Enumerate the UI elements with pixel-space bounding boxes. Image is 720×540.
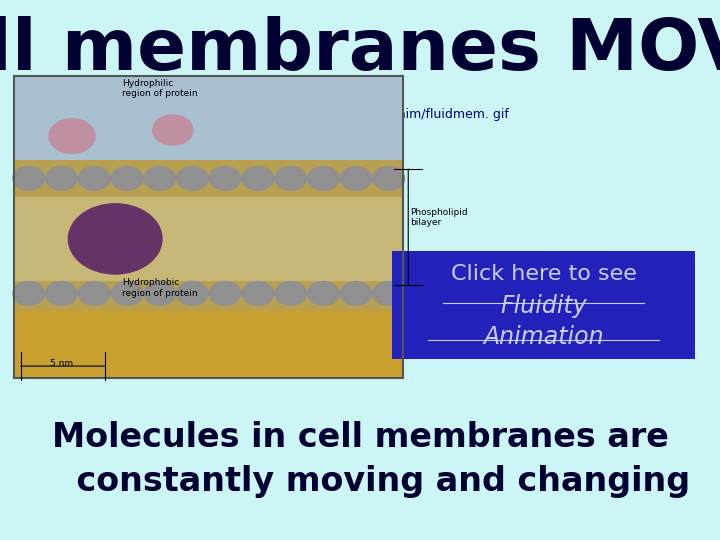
Bar — [14, 312, 403, 378]
Circle shape — [242, 166, 274, 190]
Circle shape — [307, 166, 339, 190]
Circle shape — [210, 281, 241, 305]
Circle shape — [341, 166, 372, 190]
Circle shape — [341, 281, 372, 305]
Bar — [14, 197, 403, 281]
Text: Molecules in cell membranes are
    constantly moving and changing: Molecules in cell membranes are constant… — [30, 421, 690, 497]
Circle shape — [373, 281, 405, 305]
Circle shape — [45, 166, 77, 190]
Text: 5 nm: 5 nm — [50, 359, 73, 368]
Bar — [14, 76, 403, 378]
Text: Cell membranes MOVE!: Cell membranes MOVE! — [0, 16, 720, 85]
Text: Hydrophobic
region of protein: Hydrophobic region of protein — [122, 278, 198, 298]
Text: Hydrophilic
region of protein: Hydrophilic region of protein — [122, 79, 198, 98]
Circle shape — [275, 166, 307, 190]
Circle shape — [49, 119, 95, 153]
Bar — [392, 251, 695, 359]
Circle shape — [176, 281, 208, 305]
Bar — [14, 160, 403, 197]
Circle shape — [78, 281, 110, 305]
Text: Click here to see: Click here to see — [451, 264, 636, 284]
Circle shape — [13, 166, 45, 190]
Circle shape — [210, 166, 241, 190]
Circle shape — [144, 166, 176, 190]
Circle shape — [275, 281, 307, 305]
Text: Animation: Animation — [483, 325, 604, 348]
Circle shape — [78, 166, 110, 190]
Circle shape — [45, 281, 77, 305]
Circle shape — [68, 204, 162, 274]
Circle shape — [373, 166, 405, 190]
Circle shape — [176, 166, 208, 190]
Circle shape — [307, 281, 339, 305]
Bar — [14, 76, 403, 160]
Circle shape — [144, 281, 176, 305]
Circle shape — [242, 281, 274, 305]
Text: Phospholipid
bilayer: Phospholipid bilayer — [410, 208, 468, 227]
Bar — [14, 76, 403, 378]
Circle shape — [153, 115, 193, 145]
Circle shape — [13, 281, 45, 305]
Circle shape — [111, 166, 143, 190]
Bar — [14, 281, 403, 312]
Text: Fluidity: Fluidity — [500, 294, 587, 318]
Text: Animation from: http: //www. sp. uconn. edu/~terry/images/anim/fluidmem. gif: Animation from: http: //www. sp. uconn. … — [14, 108, 509, 121]
Circle shape — [111, 281, 143, 305]
